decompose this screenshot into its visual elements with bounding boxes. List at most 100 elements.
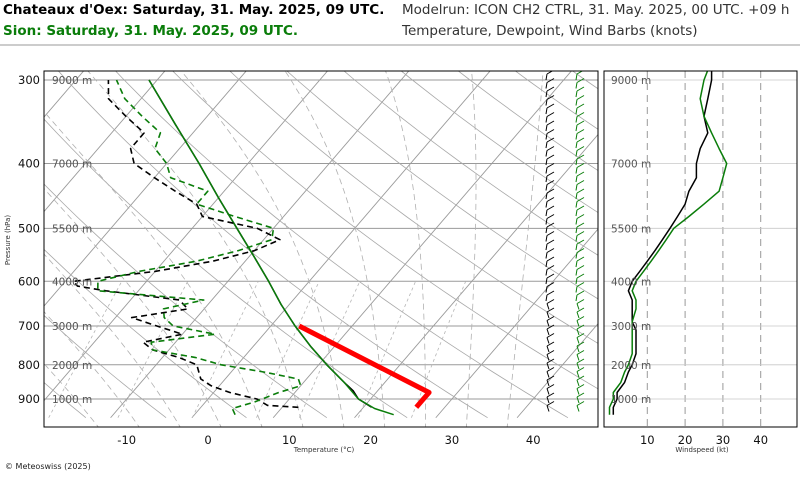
wind-barb: [575, 95, 585, 106]
wind-barb: [575, 231, 585, 242]
wind-barb: [575, 239, 585, 251]
isotherm-line: [44, 71, 166, 213]
wind-barb-staff: [545, 73, 548, 81]
wind-barb-flag: [576, 205, 585, 211]
skewt-frame: [43, 70, 599, 428]
wind-barb: [575, 71, 584, 81]
wind-barb-flag: [576, 146, 585, 151]
dry-adiabat: [343, 71, 598, 256]
wind-barb-staff: [545, 252, 548, 259]
wind-barb-flag: [576, 358, 585, 364]
wind-barb-flag: [576, 112, 585, 117]
wind-barb: [576, 350, 585, 361]
dry-adiabat: [571, 71, 598, 90]
wind-barb-staff: [575, 107, 578, 115]
wind-barb-staff: [545, 116, 548, 123]
moist-adiabat: [44, 311, 140, 427]
wind-barb-flag: [546, 146, 555, 151]
wind-barb: [545, 197, 555, 208]
wind-barb: [546, 401, 555, 412]
windspeed-tick-label: 10: [640, 433, 655, 447]
moist-adiabat: [284, 71, 386, 427]
wind-barb-staff: [575, 124, 578, 132]
wind-barb-flag: [576, 71, 584, 75]
temperature-line-secondary: [148, 79, 394, 416]
moist-adiabat: [87, 71, 304, 427]
wind-barb-staff: [575, 235, 578, 242]
wind-barb: [575, 290, 585, 302]
height-label: 1000 m: [52, 394, 92, 406]
wind-barb-staff: [576, 371, 580, 378]
wind-barb: [545, 222, 555, 234]
wind-barb-staff: [575, 218, 578, 225]
wind-barb-staff: [575, 133, 578, 140]
wind-barb-flag: [576, 341, 585, 347]
wind-barb-flag: [576, 129, 585, 134]
wind-barb: [545, 290, 555, 302]
windspeed-axis-title: Windspeed (kt): [675, 446, 728, 454]
wind-barb-flag: [546, 78, 555, 83]
wind-barb-flag: [576, 282, 585, 287]
wind-profiles: [608, 71, 728, 415]
wind-barb: [575, 120, 585, 132]
wind-barb-staff: [546, 362, 550, 370]
mixing-ratio-line: [358, 281, 416, 418]
wind-barb-flag: [546, 341, 555, 347]
wind-barb: [575, 197, 585, 208]
pressure-tick-label: 500: [18, 221, 40, 235]
wind-barb-staff: [575, 141, 578, 149]
wind-barb: [576, 401, 585, 412]
wind-barb: [545, 256, 555, 268]
wind-barb-flag: [546, 333, 555, 338]
wind-barb-staff: [545, 184, 548, 191]
isotherm-line: [516, 322, 598, 419]
wind-height-label: 9000 m: [611, 75, 651, 87]
wind-barb-staff: [546, 379, 550, 387]
wind-barb-staff: [545, 269, 548, 276]
wind-barb: [545, 239, 555, 251]
copyright-credit: © Meteoswiss (2025): [5, 462, 91, 471]
temperature-tick-label: 30: [445, 433, 460, 447]
wind-barb-flag: [546, 231, 555, 236]
wind-barb: [575, 273, 585, 285]
wind-barb: [575, 265, 585, 276]
wind-barb: [546, 324, 555, 336]
mixing-ratio-line: [299, 281, 361, 418]
isotherm-line: [354, 133, 598, 419]
wind-barb-flag: [546, 86, 555, 92]
wind-barb-flag: [546, 248, 555, 253]
wind-barb-staff: [545, 141, 548, 149]
wind-barb: [546, 384, 555, 395]
wind-barb-staff: [576, 345, 580, 353]
wind-barb-flag: [546, 163, 555, 168]
wind-barb-staff: [546, 328, 550, 336]
wind-barb-staff: [546, 388, 550, 395]
wind-barb-flag: [546, 239, 555, 245]
wind-barb-flag: [576, 231, 585, 236]
wind-barb: [576, 316, 585, 327]
skewt-profiles: [72, 79, 432, 416]
pressure-tick-label: 400: [18, 157, 40, 171]
wind-barb-staff: [545, 226, 548, 234]
wind-barb: [546, 375, 555, 387]
dry-adiabat: [44, 314, 167, 419]
wind-barb: [546, 358, 555, 370]
wind-barb-staff: [575, 192, 578, 200]
wind-barb: [546, 333, 555, 344]
wind-barb: [545, 120, 555, 132]
wind-barb-staff: [546, 405, 550, 412]
wind-barb-flag: [576, 375, 585, 381]
wind-barb: [575, 137, 585, 149]
wind-barb-flag: [546, 197, 555, 202]
wind-barb: [576, 367, 585, 378]
wind-barb: [545, 171, 555, 183]
wind-barb-flag: [546, 188, 555, 194]
wind-barb-staff: [575, 260, 578, 268]
station-title-primary: Chateaux d'Oex: Saturday, 31. May. 2025,…: [3, 2, 385, 18]
wind-barb-staff: [546, 354, 550, 361]
wind-barb: [576, 299, 585, 310]
wind-barb-flag: [546, 205, 555, 211]
wind-frame: [603, 70, 798, 428]
wind-barb: [545, 273, 555, 285]
wind-barb-flag: [576, 86, 585, 92]
